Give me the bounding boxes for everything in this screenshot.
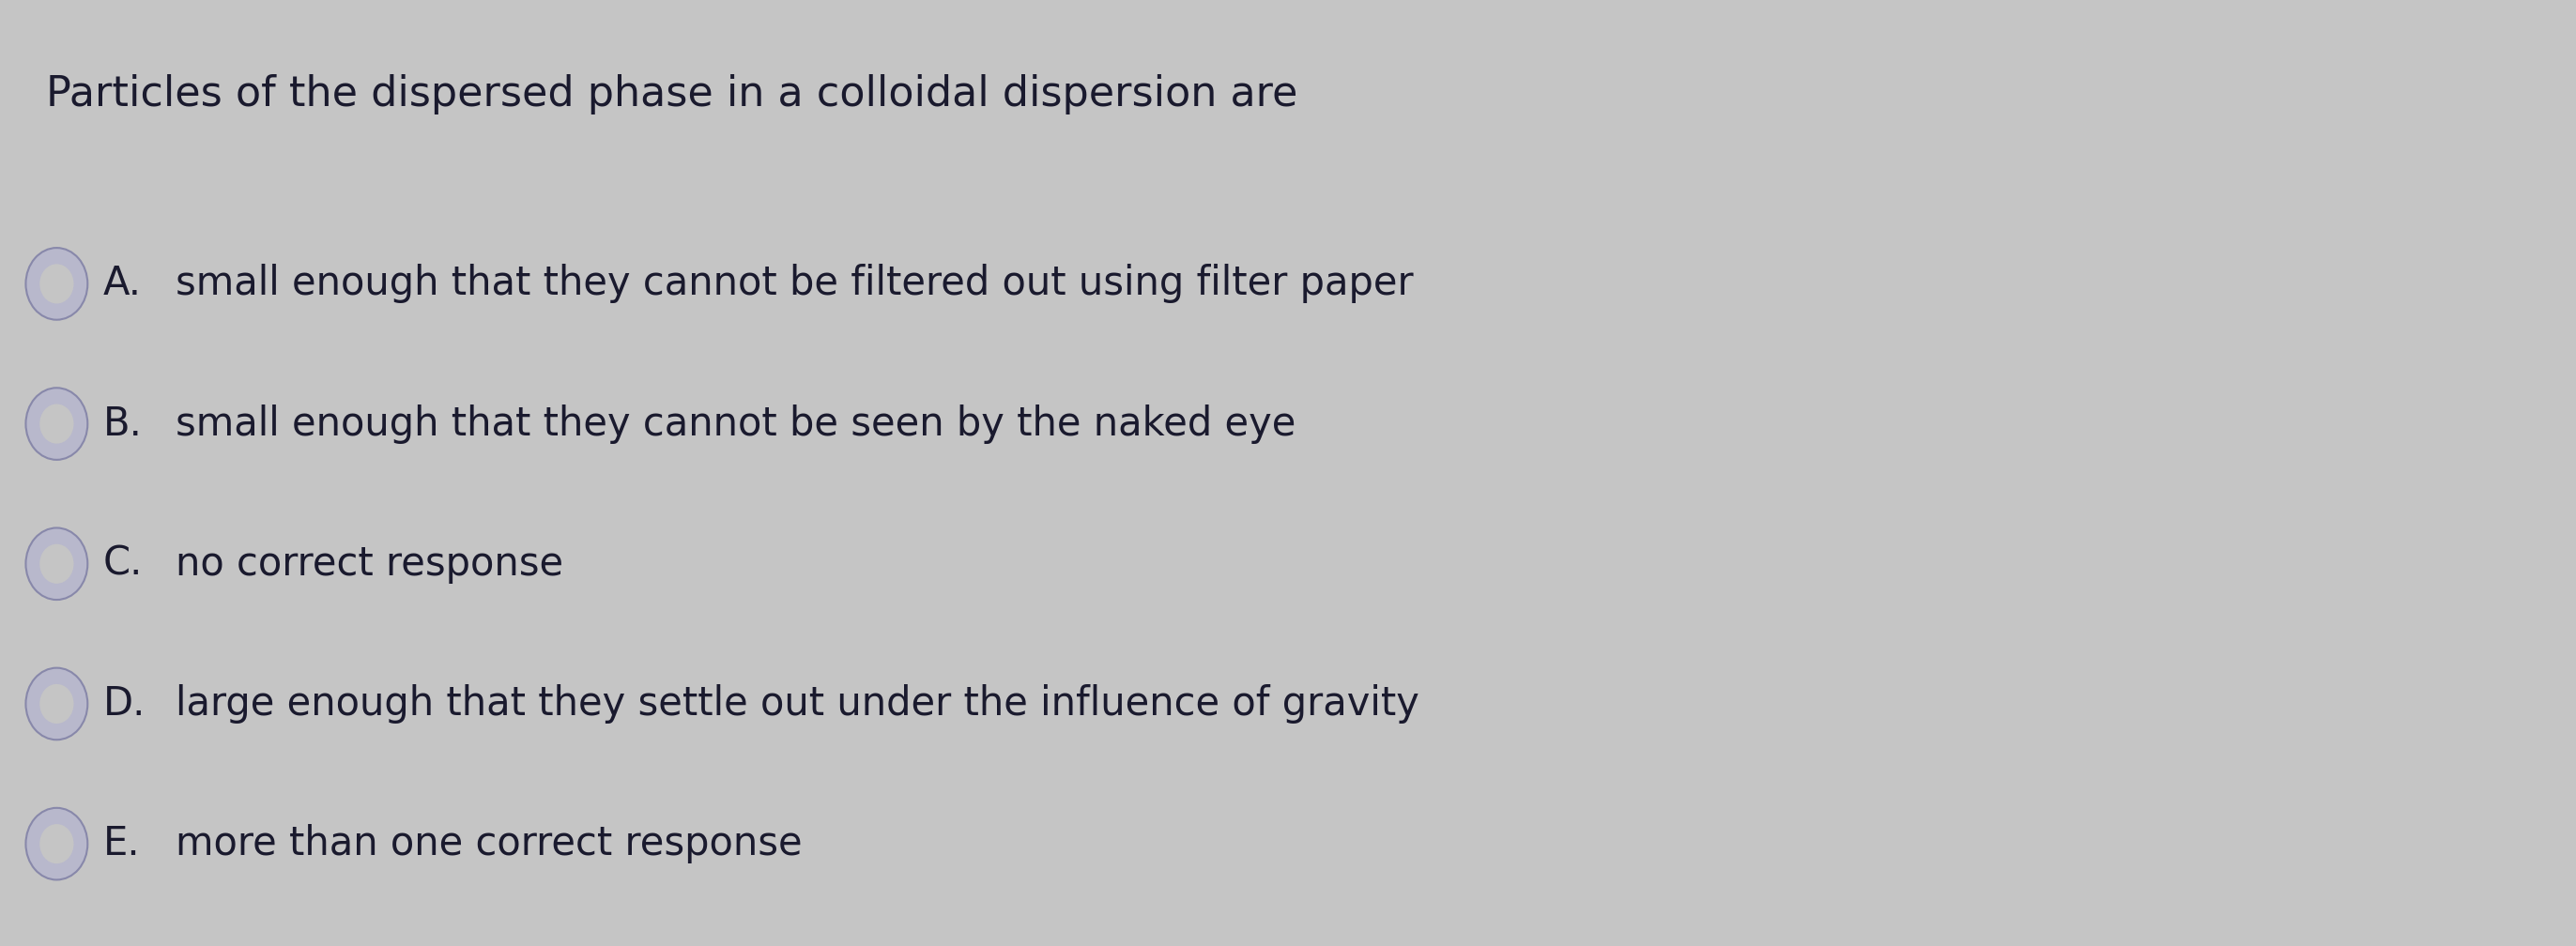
Ellipse shape xyxy=(26,668,88,740)
Text: C.: C. xyxy=(103,544,142,584)
Text: D.: D. xyxy=(103,684,147,724)
Text: B.: B. xyxy=(103,404,142,444)
Text: more than one correct response: more than one correct response xyxy=(175,824,801,864)
Ellipse shape xyxy=(39,404,75,444)
Ellipse shape xyxy=(39,264,75,304)
Ellipse shape xyxy=(39,824,75,864)
Text: large enough that they settle out under the influence of gravity: large enough that they settle out under … xyxy=(175,684,1419,724)
Ellipse shape xyxy=(26,528,88,600)
Text: small enough that they cannot be filtered out using filter paper: small enough that they cannot be filtere… xyxy=(175,264,1414,304)
Ellipse shape xyxy=(26,248,88,320)
Text: A.: A. xyxy=(103,264,142,304)
Text: small enough that they cannot be seen by the naked eye: small enough that they cannot be seen by… xyxy=(175,404,1296,444)
Text: no correct response: no correct response xyxy=(175,544,564,584)
Ellipse shape xyxy=(26,808,88,880)
Text: E.: E. xyxy=(103,824,139,864)
Ellipse shape xyxy=(39,684,75,724)
Ellipse shape xyxy=(39,544,75,584)
Ellipse shape xyxy=(26,388,88,460)
Text: Particles of the dispersed phase in a colloidal dispersion are: Particles of the dispersed phase in a co… xyxy=(46,75,1298,114)
